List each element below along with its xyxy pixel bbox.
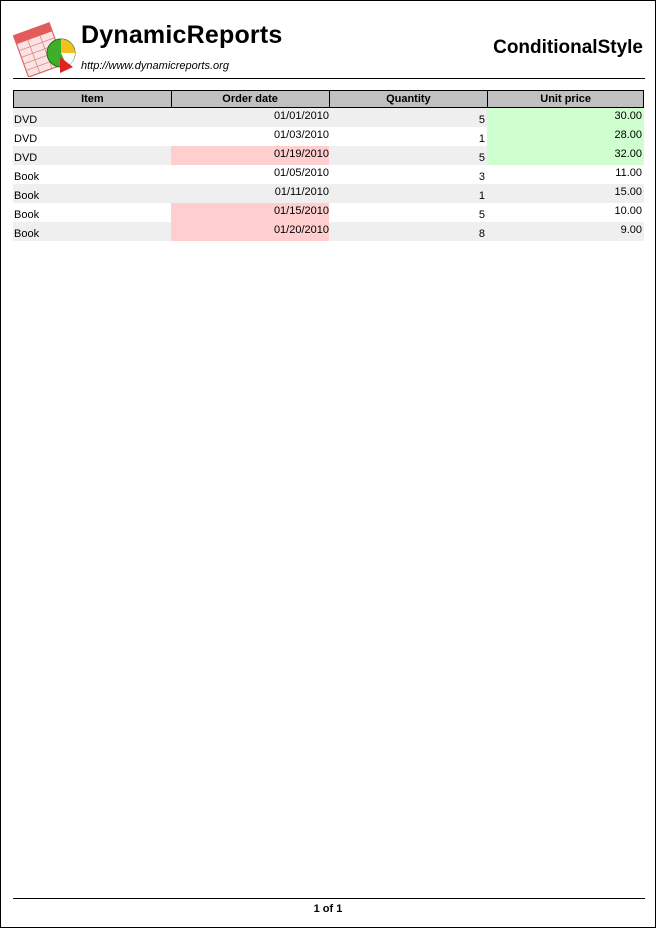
table-row: Book 01/15/2010 5 10.00 (13, 203, 644, 222)
order-date-cell: 01/15/2010 (171, 203, 329, 222)
unit-price-cell: 32.00 (487, 146, 644, 165)
order-date-cell: 01/01/2010 (273, 110, 329, 122)
table-header: Item Order date Quantity Unit price (13, 90, 644, 108)
item-cell: Book (14, 209, 40, 221)
page-number: 1 of 1 (313, 903, 343, 915)
item-cell: Book (14, 228, 40, 240)
column-header-quantity: Quantity (328, 90, 489, 108)
item-cell: DVD (14, 152, 38, 164)
unit-price-cell: 9.00 (620, 224, 642, 236)
order-date-cell: 01/03/2010 (273, 129, 329, 141)
table-row: DVD 01/19/2010 5 32.00 (13, 146, 644, 165)
quantity-cell: 5 (478, 114, 485, 126)
item-cell: Book (14, 190, 40, 202)
column-header-unit-price: Unit price (487, 90, 644, 108)
table-row: DVD 01/03/2010 1 28.00 (13, 127, 644, 146)
table-row: Book 01/20/2010 8 9.00 (13, 222, 644, 241)
brand-name: DynamicReports (81, 21, 283, 49)
footer-divider (13, 898, 645, 899)
report-title: ConditionalStyle (493, 37, 643, 58)
quantity-cell: 5 (478, 152, 485, 164)
quantity-cell: 3 (478, 171, 485, 183)
column-header-order-date: Order date (170, 90, 330, 108)
unit-price-cell: 15.00 (614, 186, 642, 198)
unit-price-cell: 28.00 (487, 127, 644, 146)
report-logo-icon (12, 21, 76, 77)
item-cell: Book (14, 171, 40, 183)
brand-url: http://www.dynamicreports.org (81, 60, 229, 72)
header-divider (13, 78, 645, 79)
order-date-cell: 01/11/2010 (274, 186, 329, 198)
table-row: Book 01/05/2010 3 11.00 (13, 165, 644, 184)
unit-price-cell: 10.00 (614, 205, 642, 217)
item-cell: DVD (14, 114, 38, 126)
quantity-cell: 1 (478, 133, 485, 145)
item-cell: DVD (14, 133, 38, 145)
order-date-cell: 01/05/2010 (273, 167, 329, 179)
quantity-cell: 5 (478, 209, 485, 221)
table-row: DVD 01/01/2010 5 30.00 (13, 108, 644, 127)
unit-price-cell: 30.00 (487, 108, 644, 127)
column-header-item: Item (13, 90, 172, 108)
orders-table: Item Order date Quantity Unit price DVD … (13, 90, 644, 241)
quantity-cell: 8 (478, 228, 485, 240)
order-date-cell: 01/19/2010 (171, 146, 329, 165)
table-row: Book 01/11/2010 1 15.00 (13, 184, 644, 203)
quantity-cell: 1 (478, 190, 485, 202)
unit-price-cell: 11.00 (615, 167, 642, 179)
order-date-cell: 01/20/2010 (171, 222, 329, 241)
